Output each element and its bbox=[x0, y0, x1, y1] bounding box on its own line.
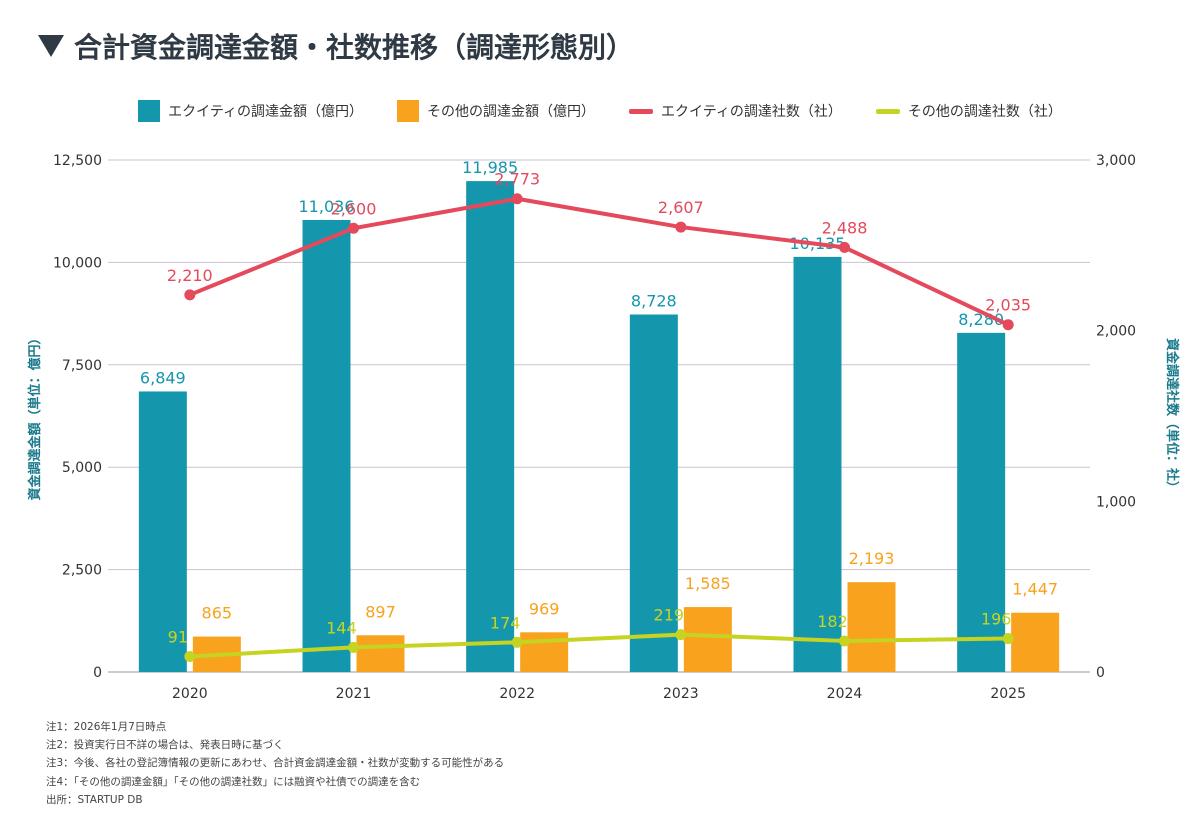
chart-title-row: 合計資金調達金額・社数推移（調達形態別） bbox=[38, 26, 634, 66]
x-tick-label: 2020 bbox=[172, 686, 208, 702]
legend-item-other-amount: その他の調達金額（億円） bbox=[397, 100, 595, 122]
point-equity-count bbox=[348, 222, 359, 234]
combo-chart: 0 2,500 5,000 7,500 10,000 12,500 0 1,000 2,000 3… bbox=[27, 153, 1180, 702]
triangle-down-icon bbox=[38, 35, 64, 57]
y-left-tick-label: 12,500 bbox=[53, 153, 102, 169]
footnote-3: 注3：今後、各社の登記簿情報の更新にあわせ、合計資金調達金額・社数が変動する可能… bbox=[46, 757, 505, 770]
bar-other-amount bbox=[847, 582, 896, 672]
chart-title: 合計資金調達金額・社数推移（調達形態別） bbox=[74, 31, 635, 64]
data-label-other-count: 174 bbox=[490, 613, 521, 632]
data-label-equity-count: 2,488 bbox=[822, 218, 868, 237]
data-label-equity-count: 2,773 bbox=[494, 170, 540, 189]
line-other-count bbox=[189, 632, 1009, 659]
legend-label-equity-amount: エクイティの調達金額（億円） bbox=[168, 104, 363, 120]
y-right-tick-label: 3,000 bbox=[1096, 153, 1136, 169]
footnote-source: 出所：STARTUP DB bbox=[46, 793, 143, 806]
legend-item-equity-count: エクイティの調達社数（社） bbox=[629, 100, 842, 122]
bar-equity-amount bbox=[793, 256, 842, 672]
y-left-tick-label: 5,000 bbox=[62, 460, 102, 476]
y-left-tick-label: 2,500 bbox=[62, 563, 102, 579]
legend-swatch-other-amount bbox=[397, 100, 419, 122]
bar-equity-amount bbox=[138, 391, 187, 672]
legend-item-other-count: その他の調達社数（社） bbox=[875, 100, 1062, 122]
y-right-axis-title: 資金調達社数（単位：社） bbox=[1164, 338, 1180, 494]
data-label-equity-count: 2,607 bbox=[658, 198, 704, 217]
data-label-other-count: 196 bbox=[981, 610, 1012, 629]
data-label-equity-amount: 11,985 bbox=[462, 158, 518, 177]
y-left-axis-title: 資金調達金額（単位：億円） bbox=[27, 331, 43, 500]
footnote-4: 注4：「その他の調達金額」「その他の調達社数」には融資や社債での調達を含む bbox=[46, 775, 421, 788]
point-equity-count bbox=[675, 221, 687, 233]
data-label-other-amount: 897 bbox=[365, 602, 396, 621]
legend-label-equity-count: エクイティの調達社数（社） bbox=[661, 104, 842, 120]
x-tick-label: 2022 bbox=[499, 686, 535, 702]
data-label-other-amount: 1,447 bbox=[1012, 580, 1058, 599]
y-right-tick-label: 2,000 bbox=[1096, 324, 1136, 340]
data-label-other-amount: 2,193 bbox=[849, 549, 895, 568]
line-equity-count bbox=[189, 196, 1010, 327]
data-label-other-amount: 865 bbox=[202, 604, 233, 623]
point-equity-count bbox=[1002, 319, 1014, 331]
legend-swatch-other-count bbox=[875, 108, 900, 114]
data-label-equity-amount: 6,849 bbox=[140, 368, 186, 387]
legend-swatch-equity-amount bbox=[138, 100, 161, 122]
y-right-tick-label: 0 bbox=[1096, 665, 1105, 681]
y-left-tick-label: 10,000 bbox=[53, 255, 102, 271]
data-label-equity-count: 2,035 bbox=[985, 296, 1031, 315]
data-label-other-count: 219 bbox=[654, 606, 685, 625]
point-equity-count bbox=[184, 289, 196, 301]
bar-other-amount bbox=[356, 635, 405, 672]
data-label-equity-amount: 8,280 bbox=[958, 310, 1004, 329]
data-label-equity-count: 2,210 bbox=[167, 266, 213, 285]
point-other-count bbox=[184, 650, 196, 662]
footnotes: 注1：2026年1月7日時点 注2：投資実行日不詳の場合は、発表日時に基づく 注… bbox=[46, 718, 504, 809]
y-right-tick-label: 1,000 bbox=[1096, 494, 1136, 510]
data-label-equity-amount: 11,036 bbox=[299, 197, 355, 216]
bar-other-amount bbox=[683, 607, 732, 672]
data-label-other-count: 91 bbox=[168, 627, 188, 646]
data-label-other-amount: 969 bbox=[529, 599, 560, 618]
footnote-2: 注2：投資実行日不詳の場合は、発表日時に基づく bbox=[46, 739, 284, 752]
y-left-tick-label: 0 bbox=[93, 665, 102, 681]
legend-label-other-amount: その他の調達金額（億円） bbox=[427, 104, 595, 120]
bar-equity-amount bbox=[629, 314, 678, 672]
point-equity-count bbox=[511, 193, 523, 205]
point-other-count bbox=[839, 635, 850, 647]
point-other-count bbox=[1002, 633, 1014, 645]
data-label-other-count: 182 bbox=[817, 612, 848, 631]
data-label-equity-count: 2,600 bbox=[331, 199, 377, 218]
bar-equity-amount bbox=[466, 181, 515, 672]
x-tick-label: 2023 bbox=[663, 686, 699, 702]
bar-equity-amount bbox=[957, 332, 1006, 672]
point-other-count bbox=[675, 629, 687, 641]
x-tick-label: 2024 bbox=[827, 686, 863, 702]
y-left-tick-label: 7,500 bbox=[62, 358, 102, 374]
point-other-count bbox=[348, 641, 359, 653]
legend: エクイティの調達金額（億円） その他の調達金額（億円） エクイティの調達社数（社… bbox=[0, 100, 1200, 122]
x-tick-label: 2021 bbox=[336, 686, 372, 702]
x-tick-label: 2025 bbox=[990, 686, 1026, 702]
legend-label-other-count: その他の調達社数（社） bbox=[907, 104, 1062, 120]
footnote-1: 注1：2026年1月7日時点 bbox=[46, 721, 167, 733]
data-label-other-count: 144 bbox=[326, 618, 357, 637]
legend-swatch-equity-count bbox=[629, 108, 653, 114]
point-other-count bbox=[511, 636, 523, 648]
data-label-other-amount: 1,585 bbox=[685, 574, 731, 593]
bar-equity-amount bbox=[302, 219, 351, 672]
point-equity-count bbox=[839, 241, 850, 253]
data-label-equity-amount: 8,728 bbox=[631, 292, 677, 311]
bar-other-amount bbox=[1011, 612, 1060, 672]
legend-item-equity-amount: エクイティの調達金額（億円） bbox=[138, 100, 363, 122]
